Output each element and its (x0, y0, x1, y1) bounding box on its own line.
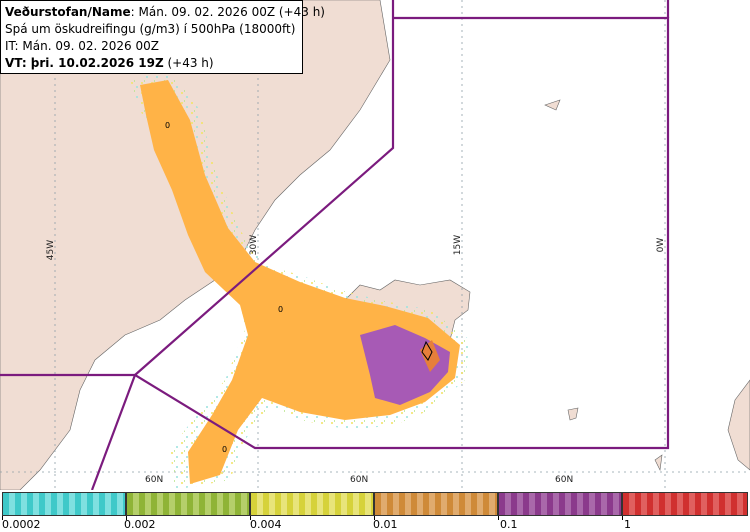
ash-plume (130, 70, 470, 490)
contour-label: 0 (278, 305, 283, 314)
header-valid-time: VT: þri. 10.02.2026 19Z (5, 56, 164, 70)
jan-mayen-island (544, 99, 561, 111)
legend-bin-2 (126, 492, 250, 516)
color-legend: 0.0002 0.002 0.004 0.01 0.1 1 (0, 490, 750, 532)
contour-label: 0 (165, 121, 170, 130)
forecast-info-box: Veðurstofan/Name: Mán. 09. 02. 2026 00Z … (0, 0, 325, 74)
longitude-label: 15W (453, 235, 463, 255)
longitude-label: 0W (656, 238, 666, 253)
legend-tick-label: 0.002 (124, 518, 156, 531)
norway-coast (727, 379, 750, 471)
legend-bin-3 (250, 492, 374, 516)
legend-bin-5 (498, 492, 622, 516)
legend-tick-label: 0.1 (500, 518, 518, 531)
latitude-label: 60N (145, 475, 163, 485)
legend-tick-label: 0.004 (250, 518, 282, 531)
shetland-island (654, 454, 663, 472)
header-lead: (+43 h) (163, 56, 214, 70)
legend-bin-4 (374, 492, 498, 516)
faroe-island (567, 407, 579, 421)
legend-tick-label: 1 (624, 518, 631, 531)
legend-bin-1 (2, 492, 126, 516)
longitude-label: 30W (249, 235, 259, 255)
contour-label: 0 (222, 445, 227, 454)
header-line-3: IT: Mán. 09. 02. 2026 00Z (5, 39, 159, 53)
header-line-4: VT: þri. 10.02.2026 19Z (+43 h) (5, 55, 298, 72)
header-agency: Veðurstofan/Name (5, 5, 131, 19)
legend-tick-label: 0.0002 (2, 518, 41, 531)
latitude-label: 60N (555, 475, 573, 485)
latitude-label: 60N (350, 475, 368, 485)
legend-tick-label: 0.01 (373, 518, 398, 531)
longitude-label: 45W (46, 240, 56, 260)
airspace-boundary (0, 0, 670, 490)
legend-bin-6 (622, 492, 748, 516)
header-line-2: Spá um öskudreifingu (g/m3) í 500hPa (18… (5, 22, 296, 36)
header-run-time: : Mán. 09. 02. 2026 00Z (+43 h) (130, 5, 325, 19)
ash-dispersion-map: 0 0 0 45W 30W 15W 0W 60N 60N 60N (0, 0, 750, 490)
header-line-1: Veðurstofan/Name: Mán. 09. 02. 2026 00Z … (5, 4, 325, 21)
